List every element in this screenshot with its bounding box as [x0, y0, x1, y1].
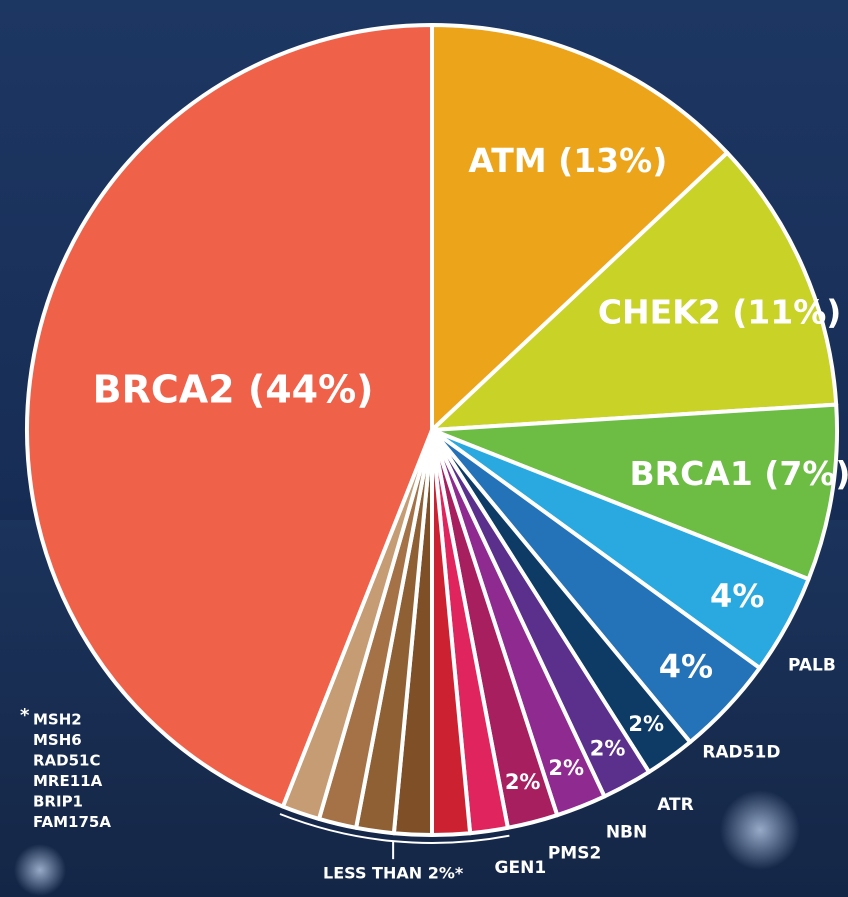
slice-label: CHEK2 (11%) [598, 293, 842, 332]
outside-label: NBN [606, 822, 647, 842]
footnote-item: MRE11A [33, 772, 103, 790]
footnote-marker: * [20, 705, 30, 726]
footnote-item: FAM175A [33, 813, 111, 831]
city-light [720, 790, 800, 870]
slice-label: 4% [659, 647, 713, 685]
slice-label: ATM (13%) [468, 141, 667, 180]
footnote-item: MSH6 [33, 731, 82, 749]
outside-label: ATR [657, 795, 694, 815]
pie [27, 25, 837, 835]
outside-label: PALB [788, 656, 836, 676]
chart: ATM (13%) CHEK2 (11%) BRCA1 (7%) 4% PALB 4% RA… [0, 0, 848, 897]
slice-label: 4% [710, 577, 764, 615]
footnote-item: BRIP1 [33, 793, 83, 811]
group-label: LESS THAN 2%* [323, 864, 464, 883]
city-light [14, 844, 66, 896]
outside-label: PMS2 [548, 844, 601, 864]
slice-label: BRCA1 (7%) [630, 454, 848, 493]
page: ATM (13%) CHEK2 (11%) BRCA1 (7%) 4% PALB 4% RA… [0, 0, 848, 897]
slice-label: 2% [548, 756, 584, 780]
outside-label: RAD51D [702, 743, 780, 763]
slice-label: BRCA2 (44%) [93, 368, 374, 412]
footnote-item: MSH2 [33, 711, 82, 729]
footnote-item: RAD51C [33, 752, 101, 770]
outside-label: GEN1 [495, 858, 547, 878]
slice-label: 2% [590, 736, 626, 760]
slice-label: 2% [505, 770, 541, 794]
slice-label: 2% [628, 712, 664, 736]
